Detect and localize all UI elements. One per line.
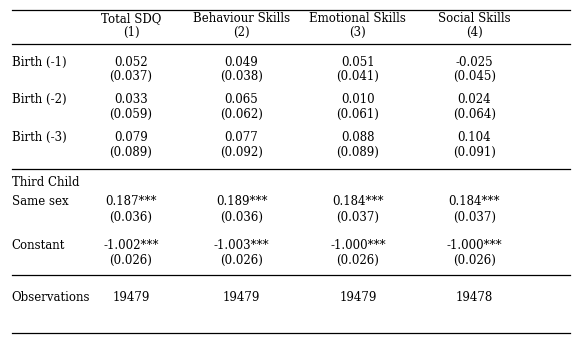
Text: -0.025: -0.025	[456, 56, 493, 69]
Text: Total SDQ: Total SDQ	[101, 12, 161, 25]
Text: 0.051: 0.051	[341, 56, 375, 69]
Text: (0.061): (0.061)	[336, 108, 379, 121]
Text: (0.045): (0.045)	[453, 70, 496, 83]
Text: 0.033: 0.033	[114, 93, 148, 106]
Text: 19479: 19479	[112, 291, 150, 304]
Text: 0.024: 0.024	[457, 93, 491, 106]
Text: (2): (2)	[233, 26, 250, 39]
Text: 0.010: 0.010	[341, 93, 375, 106]
Text: Same sex: Same sex	[12, 195, 68, 208]
Text: 0.079: 0.079	[114, 131, 148, 144]
Text: 0.049: 0.049	[225, 56, 258, 69]
Text: (0.089): (0.089)	[109, 146, 152, 159]
Text: 19479: 19479	[339, 291, 377, 304]
Text: (0.026): (0.026)	[109, 254, 152, 267]
Text: (3): (3)	[350, 26, 366, 39]
Text: Behaviour Skills: Behaviour Skills	[193, 12, 290, 25]
Text: -1.000***: -1.000***	[446, 239, 502, 252]
Text: (0.059): (0.059)	[109, 108, 152, 121]
Text: (0.037): (0.037)	[336, 211, 379, 224]
Text: (0.036): (0.036)	[109, 211, 152, 224]
Text: 0.184***: 0.184***	[332, 195, 384, 208]
Text: 19478: 19478	[456, 291, 493, 304]
Text: (0.037): (0.037)	[109, 70, 152, 83]
Text: 19479: 19479	[223, 291, 260, 304]
Text: Observations: Observations	[12, 291, 90, 304]
Text: 0.104: 0.104	[457, 131, 491, 144]
Text: Constant: Constant	[12, 239, 65, 252]
Text: (4): (4)	[466, 26, 482, 39]
Text: (0.062): (0.062)	[220, 108, 263, 121]
Text: (1): (1)	[123, 26, 139, 39]
Text: (0.041): (0.041)	[336, 70, 379, 83]
Text: 0.187***: 0.187***	[105, 195, 157, 208]
Text: (0.064): (0.064)	[453, 108, 496, 121]
Text: (0.026): (0.026)	[453, 254, 496, 267]
Text: 0.184***: 0.184***	[449, 195, 500, 208]
Text: (0.026): (0.026)	[220, 254, 263, 267]
Text: (0.036): (0.036)	[220, 211, 263, 224]
Text: Birth (-3): Birth (-3)	[12, 131, 66, 144]
Text: Third Child: Third Child	[12, 176, 79, 189]
Text: Emotional Skills: Emotional Skills	[310, 12, 406, 25]
Text: 0.189***: 0.189***	[216, 195, 267, 208]
Text: (0.037): (0.037)	[453, 211, 496, 224]
Text: (0.026): (0.026)	[336, 254, 379, 267]
Text: 0.065: 0.065	[225, 93, 258, 106]
Text: 0.052: 0.052	[114, 56, 148, 69]
Text: Social Skills: Social Skills	[438, 12, 510, 25]
Text: -1.002***: -1.002***	[103, 239, 159, 252]
Text: 0.077: 0.077	[225, 131, 258, 144]
Text: -1.003***: -1.003***	[214, 239, 269, 252]
Text: Birth (-1): Birth (-1)	[12, 56, 66, 69]
Text: (0.089): (0.089)	[336, 146, 379, 159]
Text: (0.091): (0.091)	[453, 146, 496, 159]
Text: 0.088: 0.088	[341, 131, 375, 144]
Text: -1.000***: -1.000***	[330, 239, 386, 252]
Text: (0.038): (0.038)	[220, 70, 263, 83]
Text: (0.092): (0.092)	[220, 146, 263, 159]
Text: Birth (-2): Birth (-2)	[12, 93, 66, 106]
